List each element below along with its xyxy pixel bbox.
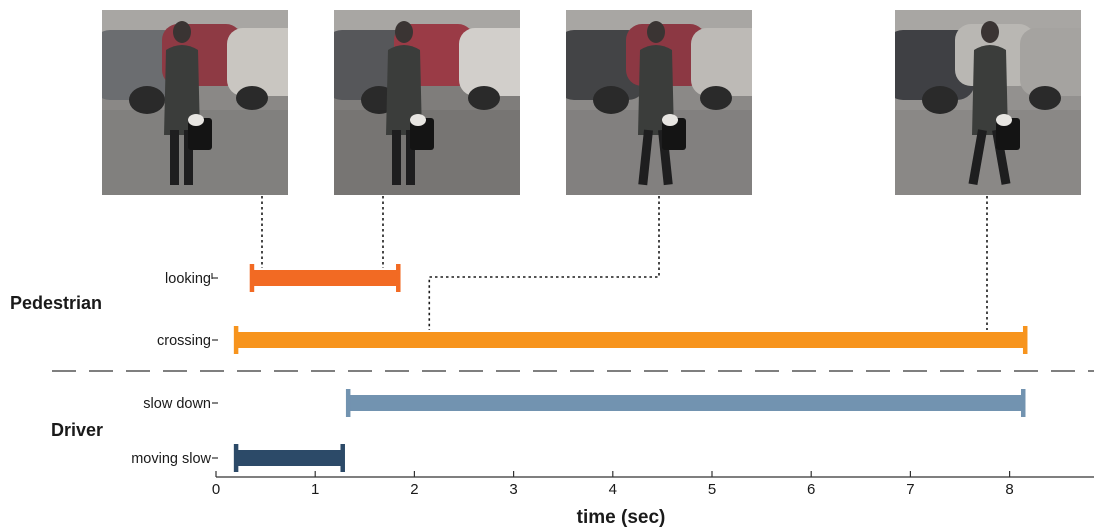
bar-end-cap (1020, 389, 1026, 417)
x-tick-label: 6 (807, 481, 815, 498)
y-tick-label: looking (165, 271, 211, 287)
video-frame-4 (895, 10, 1081, 195)
frame-image (102, 10, 288, 195)
group-label-driver: Driver (51, 420, 104, 440)
bars (233, 264, 1028, 472)
x-axis: 0 1 2 3 4 5 6 7 8 (212, 471, 1094, 498)
bar-start-cap (345, 389, 351, 417)
video-frame-3 (566, 10, 752, 195)
group-label-pedestrian: Pedestrian (10, 293, 103, 313)
bar-slow-down (345, 389, 1026, 417)
bar-end-cap (1022, 326, 1028, 354)
y-tick-label: slow down (143, 396, 211, 412)
x-tick-label: 4 (609, 481, 617, 498)
x-tick-label: 0 (212, 481, 220, 498)
x-tick-label: 3 (509, 481, 517, 498)
bar-end-cap (396, 264, 401, 292)
frame-connector (428, 196, 660, 330)
bar-body (251, 270, 399, 286)
frame-image (566, 10, 752, 195)
bar-start-cap (233, 444, 239, 472)
bar-crossing (233, 326, 1028, 354)
bar-moving-slow (233, 444, 345, 472)
x-axis-title: time (sec) (577, 507, 666, 527)
bar-looking (249, 264, 401, 292)
y-tick-label: crossing (157, 333, 211, 349)
frame-image (334, 10, 520, 195)
bar-end-cap (340, 444, 345, 472)
frame-connectors (261, 196, 988, 330)
bar-body (235, 450, 343, 466)
x-tick-label: 2 (410, 481, 418, 498)
bar-start-cap (249, 264, 255, 292)
bar-body (347, 395, 1024, 411)
y-tick-label: moving slow (131, 451, 211, 467)
bar-start-cap (233, 326, 239, 354)
x-tick-label: 5 (708, 481, 716, 498)
frame-image (895, 10, 1081, 195)
x-tick-label: 1 (311, 481, 319, 498)
video-frame-2 (334, 10, 520, 195)
y-axis: looking crossing slow down moving slow (131, 271, 218, 467)
x-tick-label: 7 (906, 481, 914, 498)
bar-body (235, 332, 1026, 348)
x-tick-label: 8 (1005, 481, 1013, 498)
video-frame-1 (102, 10, 288, 195)
